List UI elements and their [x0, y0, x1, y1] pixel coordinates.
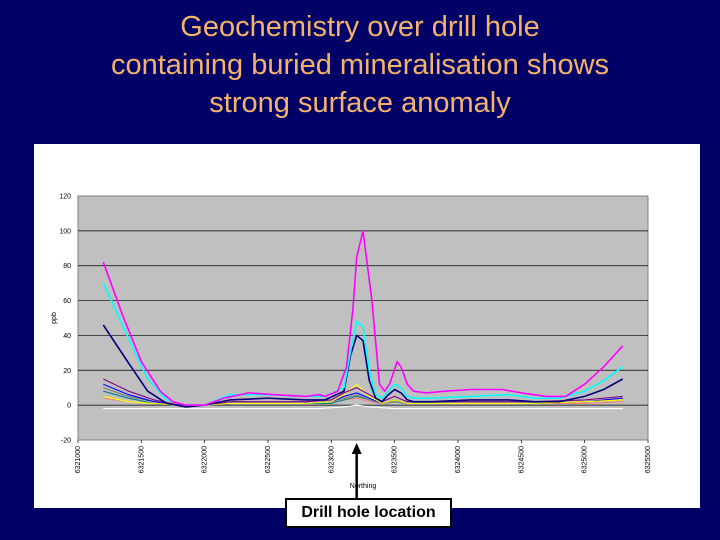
- y-axis-label: ppb: [51, 312, 58, 324]
- drill-hole-callout: Drill hole location: [285, 498, 452, 528]
- x-tick-label: 6321000: [75, 446, 82, 473]
- chart-panel: -20 0 20 40 60 80 100 120 6321000 6321500 6322000…: [34, 144, 700, 508]
- y-tick-label: 40: [63, 333, 71, 340]
- series-line-0: [102, 230, 624, 406]
- drill-hole-arrow-head: [351, 443, 362, 454]
- y-tick-label: 0: [67, 403, 71, 410]
- slide-title: Geochemistry over drill hole containing …: [20, 8, 700, 122]
- series-group: [102, 230, 624, 410]
- x-tick-label: 6322000: [202, 446, 209, 473]
- y-tick-label: 60: [63, 298, 71, 305]
- x-tick-label: 6325000: [582, 446, 589, 473]
- x-axis-label: Northing: [350, 483, 377, 490]
- series-line-8: [103, 404, 623, 410]
- x-tick-label: 6323000: [328, 446, 335, 473]
- geochemistry-line-chart: -20 0 20 40 60 80 100 120 6321000 6321500 6322000…: [51, 194, 652, 498]
- x-tick-label: 6322500: [265, 446, 272, 473]
- title-line: strong surface anomaly: [209, 87, 511, 119]
- y-tick-label: 120: [59, 194, 71, 201]
- y-tick-labels: -20 0 20 40 60 80 100 120: [59, 194, 71, 445]
- x-tick-labels: 6321000 6321500 6322000 6322500 6323000 63235…: [75, 440, 652, 473]
- x-tick-label: 6324500: [518, 446, 525, 473]
- y-tick-label: 80: [63, 263, 71, 270]
- x-tick-label: 6325500: [645, 446, 652, 473]
- title-line: containing buried mineralisation shows: [110, 49, 610, 81]
- drill-hole-arrow: [351, 443, 362, 498]
- y-tick-label: 20: [63, 368, 71, 375]
- x-tick-label: 6323500: [392, 446, 399, 473]
- title-line: Geochemistry over drill hole: [180, 11, 540, 43]
- x-tick-label: 6324000: [455, 446, 462, 473]
- y-tick-label: 100: [59, 228, 71, 235]
- y-tick-label: -20: [61, 438, 71, 445]
- x-tick-label: 6321500: [138, 446, 145, 473]
